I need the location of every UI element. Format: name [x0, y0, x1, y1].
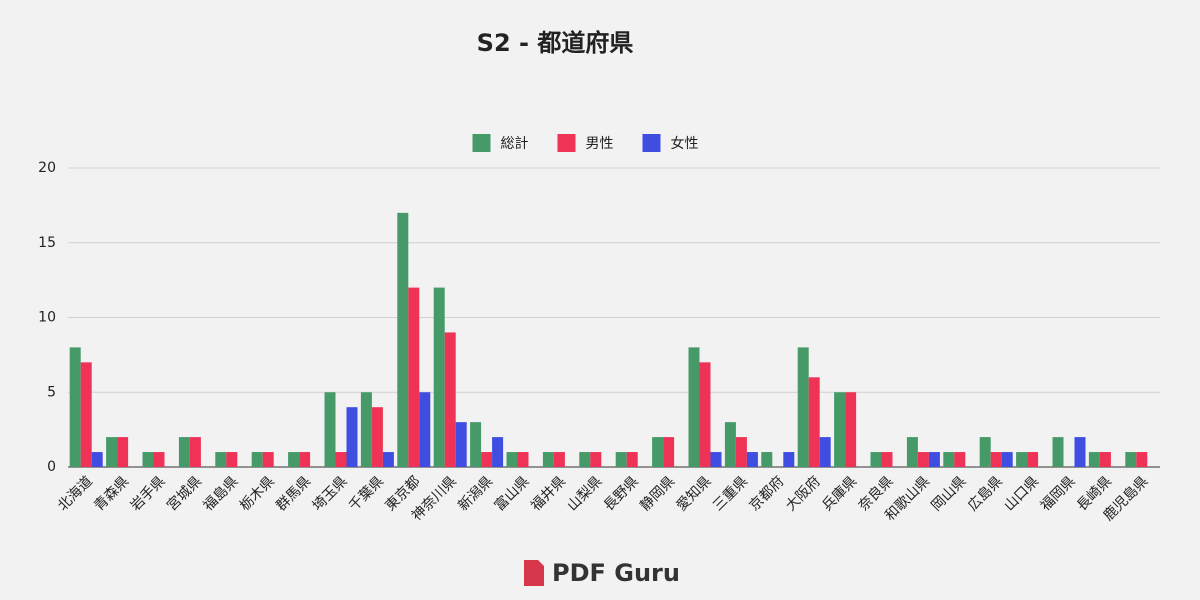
bar [783, 452, 795, 467]
bar [553, 452, 565, 467]
bar [69, 347, 81, 467]
legend-swatch [472, 134, 491, 152]
bar [688, 347, 700, 467]
bar [906, 437, 918, 467]
bar [797, 347, 809, 467]
bar [542, 452, 554, 467]
bar [346, 407, 358, 467]
legend-swatch [557, 134, 576, 152]
bar [1052, 437, 1064, 467]
bar [517, 452, 529, 467]
bar [928, 452, 940, 467]
bar [215, 452, 227, 467]
bar [724, 422, 736, 467]
bar [954, 452, 966, 467]
bar [845, 392, 857, 467]
bar [663, 437, 675, 467]
logo: PDF Guru [524, 559, 680, 587]
bar [746, 452, 758, 467]
bar [1125, 452, 1137, 467]
bar [408, 287, 420, 467]
bar [80, 362, 92, 467]
bar [382, 452, 394, 467]
bar [262, 452, 274, 467]
bar [819, 437, 831, 467]
bar [178, 437, 190, 467]
bar [189, 437, 201, 467]
bar [808, 377, 820, 467]
bar [371, 407, 383, 467]
bar [699, 362, 711, 467]
legend-label: 女性 [671, 135, 699, 152]
y-tick-label: 15 [38, 235, 56, 251]
bar [579, 452, 591, 467]
y-tick-label: 0 [47, 459, 56, 475]
bar [1016, 452, 1028, 467]
bar [433, 287, 445, 467]
bar [834, 392, 846, 467]
bar [1088, 452, 1100, 467]
bar [106, 437, 118, 467]
bar [335, 452, 347, 467]
bar [288, 452, 300, 467]
bar [979, 437, 991, 467]
bar [615, 452, 627, 467]
chart-title: S2 - 都道府県 [477, 29, 634, 57]
y-tick-label: 10 [38, 310, 56, 326]
legend-label: 総計 [501, 136, 529, 152]
bar [881, 452, 893, 467]
bar [470, 422, 482, 467]
bar [590, 452, 602, 467]
bar [444, 332, 456, 467]
bar [870, 452, 882, 467]
bar [943, 452, 955, 467]
bar [142, 452, 154, 467]
bar [990, 452, 1002, 467]
bar [153, 452, 165, 467]
bar [1136, 452, 1148, 467]
bar [917, 452, 929, 467]
bar [360, 392, 372, 467]
bar [1099, 452, 1111, 467]
bar [481, 452, 493, 467]
bar [299, 452, 311, 467]
logo-text: PDF Guru [552, 559, 680, 587]
y-tick-label: 20 [38, 160, 56, 176]
bar [710, 452, 722, 467]
bar [626, 452, 638, 467]
y-tick-label: 5 [47, 384, 56, 400]
bar [735, 437, 747, 467]
bar [397, 212, 409, 467]
bar [455, 422, 467, 467]
bar [506, 452, 518, 467]
bar [91, 452, 103, 467]
bar [761, 452, 773, 467]
bar [492, 437, 504, 467]
bar [117, 437, 129, 467]
bar [1001, 452, 1013, 467]
legend-label: 男性 [586, 136, 614, 152]
bar [419, 392, 431, 467]
bar [652, 437, 664, 467]
bar [1074, 437, 1086, 467]
logo-icon [524, 560, 544, 586]
bar [1027, 452, 1039, 467]
bar [226, 452, 238, 467]
bar [251, 452, 263, 467]
legend-swatch [642, 134, 661, 152]
bar [324, 392, 336, 467]
